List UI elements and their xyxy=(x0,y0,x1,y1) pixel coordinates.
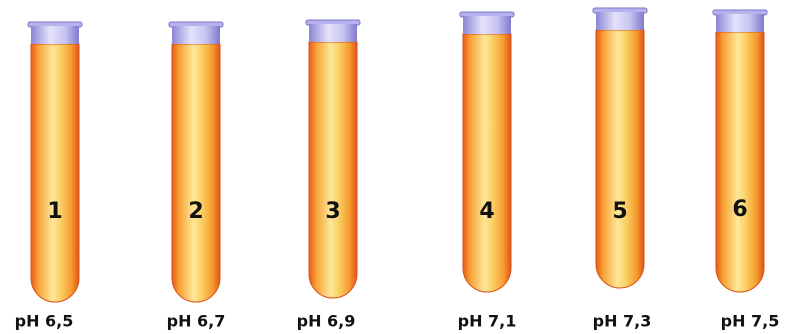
tube-liquid xyxy=(716,32,764,292)
tube-number: 4 xyxy=(479,199,494,224)
test-tube: 2 pH 6,7 xyxy=(167,22,226,331)
tube-cap xyxy=(172,26,220,44)
ph-label: pH 7,3 xyxy=(593,312,652,331)
tube-number: 5 xyxy=(612,199,627,224)
tube-number: 1 xyxy=(47,199,62,224)
test-tube: 4 pH 7,1 xyxy=(458,12,517,331)
tube-liquid xyxy=(172,44,220,302)
test-tube: 3 pH 6,9 xyxy=(297,20,360,331)
ph-label: pH 7,5 xyxy=(721,312,780,331)
tube-liquid xyxy=(463,34,511,292)
tube-liquid xyxy=(309,42,357,298)
ph-label: pH 7,1 xyxy=(458,312,517,331)
ph-label: pH 6,5 xyxy=(15,312,74,331)
tube-cap xyxy=(31,26,79,44)
tube-liquid xyxy=(596,30,644,288)
tube-cap xyxy=(596,12,644,30)
tube-number: 3 xyxy=(325,199,340,224)
test-tube-scene: 1 pH 6,5 2 pH 6,7 3 pH 6,9 4 pH 7,1 5 pH 7,3 6 pH 7… xyxy=(0,0,787,334)
ph-label: pH 6,9 xyxy=(297,312,356,331)
ph-label: pH 6,7 xyxy=(167,312,226,331)
tube-liquid xyxy=(31,44,79,302)
tube-cap xyxy=(716,14,764,32)
tube-cap xyxy=(309,24,357,42)
tube-number: 6 xyxy=(732,197,747,222)
test-tube: 6 pH 7,5 xyxy=(713,10,779,331)
tube-number: 2 xyxy=(188,199,203,224)
tube-cap xyxy=(463,16,511,34)
test-tube: 5 pH 7,3 xyxy=(593,8,652,331)
test-tube: 1 pH 6,5 xyxy=(15,22,82,331)
